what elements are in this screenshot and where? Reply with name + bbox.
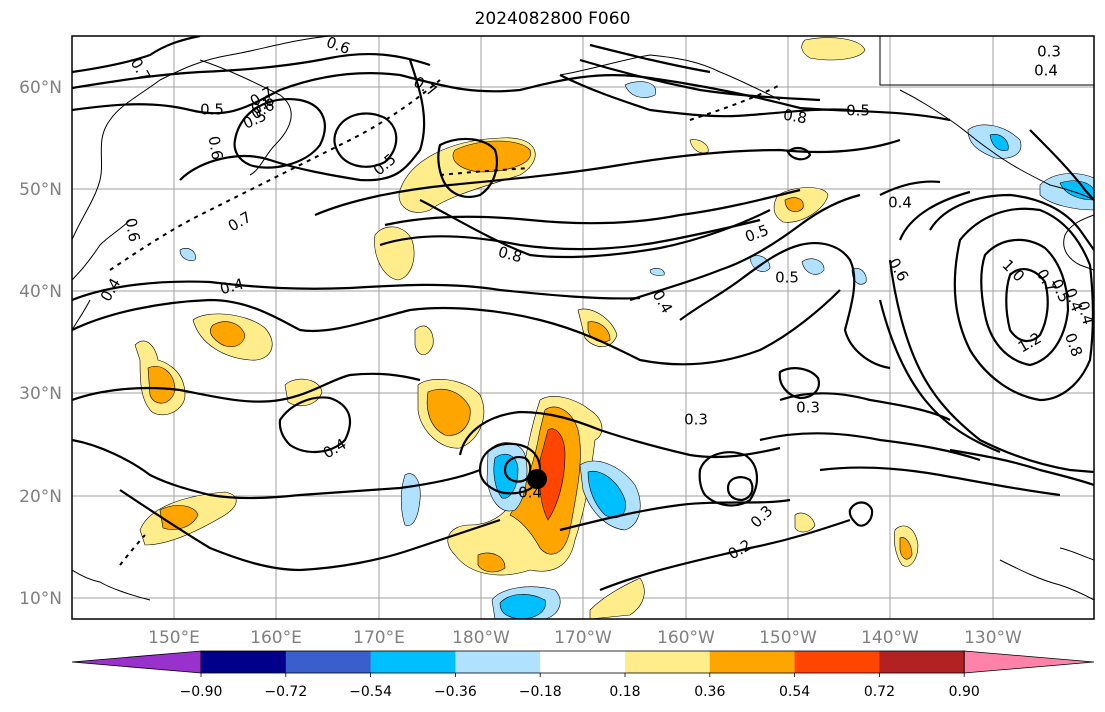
longitude-label: 180°W (452, 628, 510, 648)
colorbar-segment (625, 651, 711, 673)
colorbar-tick-label: −0.18 (519, 684, 562, 700)
colorbar-tick-label: −0.72 (264, 684, 307, 700)
contour-label: 0.8 (782, 106, 809, 128)
latitude-label: 30°N (19, 384, 62, 404)
colorbar-segment (370, 651, 456, 673)
dateline-boundary (109, 79, 781, 566)
contour-label: 0.4 (1074, 299, 1098, 327)
longitude-label: 150°E (148, 628, 200, 648)
longitude-label: 150°W (759, 628, 817, 648)
latitude-labels: 60°N 50°N 40°N 30°N 20°N 10°N (19, 78, 62, 609)
longitude-label: 170°E (353, 628, 405, 648)
contour-label: 0.4 (1034, 62, 1058, 80)
colorbar-tick-label: 0.36 (694, 684, 725, 700)
longitude-label: 130°W (964, 628, 1022, 648)
contour-label: 0.6 (205, 135, 227, 162)
map-frame (71, 35, 1095, 620)
contour-label: 0.3 (1037, 43, 1061, 61)
contour-label: 0.5 (200, 101, 224, 119)
latitude-label: 50°N (19, 180, 62, 200)
contour-lines (72, 36, 1094, 592)
latitude-label: 20°N (19, 487, 62, 507)
colorbar (71, 650, 1095, 674)
colorbar-tick-label: −0.36 (434, 684, 477, 700)
colorbar-segment (540, 651, 626, 673)
colorbar-right-extension (963, 650, 1095, 674)
contour-label: 0.5 (846, 102, 870, 120)
longitude-label: 140°W (861, 628, 919, 648)
longitude-label: 160°W (657, 628, 715, 648)
colorbar-outline (200, 650, 965, 674)
contour-label: 0.3 (796, 399, 820, 417)
latitude-label: 40°N (19, 282, 62, 302)
colorbar-tick-label: 0.18 (609, 684, 640, 700)
storm-center-marker (527, 469, 547, 489)
latitude-label: 60°N (19, 78, 62, 98)
colorbar-tick-label: 0.54 (779, 684, 810, 700)
longitude-labels: 150°E 160°E 170°E 180°W 170°W 160°W 150°W 140°W… (148, 628, 1022, 648)
colorbar-segment (201, 651, 287, 673)
colorbar-tick-label: −0.90 (180, 684, 223, 700)
colorbar-left-extension (71, 650, 202, 674)
colorbar-segment (285, 651, 372, 673)
contour-label: 0.8 (496, 243, 524, 267)
colorbar-segment (709, 651, 796, 673)
map-title: 2024082800 F060 (474, 9, 631, 29)
latitude-label: 10°N (19, 589, 62, 609)
colorbar-segment (794, 651, 880, 673)
colorbar-tick-label: 0.90 (949, 684, 980, 700)
longitude-label: 170°W (554, 628, 612, 648)
contour-label: 0.4 (888, 194, 912, 212)
longitude-label: 160°E (250, 628, 302, 648)
colorbar-segment (879, 651, 965, 673)
colorbar-tick-labels: −0.90 −0.72 −0.54 −0.36 −0.18 0.18 0.36 0.54 0.7… (180, 673, 980, 700)
contour-label: 0.3 (684, 411, 708, 429)
colorbar-segment (455, 651, 541, 673)
contour-label: 0.6 (122, 217, 144, 244)
colorbar-tick-label: −0.54 (349, 684, 392, 700)
contour-label: 0.4 (218, 275, 246, 299)
contour-label: 0.5 (775, 269, 799, 287)
colorbar-tick-label: 0.72 (864, 684, 895, 700)
graticule (72, 36, 1094, 619)
